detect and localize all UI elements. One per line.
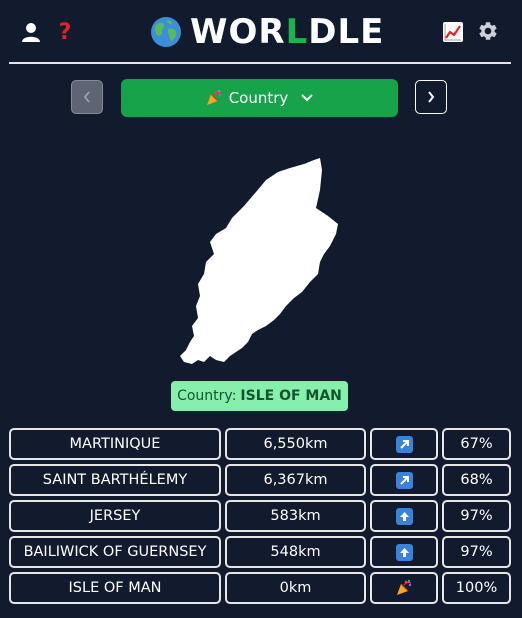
guess-row: MARTINIQUE 6,550km 67%	[9, 428, 511, 464]
guess-direction	[370, 428, 438, 460]
guess-country: JERSEY	[9, 500, 221, 532]
guess-direction	[370, 464, 438, 496]
guess-country: ISLE OF MAN	[9, 572, 221, 604]
gear-icon[interactable]	[476, 19, 500, 43]
chevron-down-icon	[300, 93, 314, 103]
guess-distance: 6,550km	[225, 428, 366, 460]
guess-row: JERSEY 583km 97%	[9, 500, 511, 536]
header: ? WORLDLE	[0, 0, 522, 64]
party-popper-icon	[205, 89, 223, 107]
party-popper-icon	[395, 579, 413, 597]
guess-country: MARTINIQUE	[9, 428, 221, 460]
globe-icon	[150, 16, 182, 48]
country-silhouette	[170, 150, 350, 370]
north-east-arrow-icon	[396, 472, 413, 489]
guess-proximity: 97%	[442, 500, 511, 532]
guess-direction	[370, 500, 438, 532]
game-type-label: Country	[229, 89, 289, 107]
guess-country: BAILIWICK OF GUERNSEY	[9, 536, 221, 568]
guess-proximity: 97%	[442, 536, 511, 568]
north-east-arrow-icon	[396, 436, 413, 453]
help-icon[interactable]: ?	[54, 18, 76, 46]
previous-game-button[interactable]	[71, 80, 103, 114]
guess-distance: 548km	[225, 536, 366, 568]
guess-distance: 583km	[225, 500, 366, 532]
header-divider	[9, 62, 511, 64]
guess-direction	[370, 536, 438, 568]
guess-proximity: 67%	[442, 428, 511, 460]
answer-badge: Country: ISLE OF MAN	[171, 381, 348, 411]
answer-prefix: Country:	[177, 388, 236, 404]
guess-distance: 6,367km	[225, 464, 366, 496]
guess-proximity: 68%	[442, 464, 511, 496]
guess-table: MARTINIQUE 6,550km 67% SAINT BARTHÉLEMY …	[9, 428, 511, 608]
guess-distance: 0km	[225, 572, 366, 604]
guess-row: ISLE OF MAN 0km 100%	[9, 572, 511, 608]
guess-direction	[370, 572, 438, 604]
guess-row: BAILIWICK OF GUERNSEY 548km 97%	[9, 536, 511, 572]
answer-value: ISLE OF MAN	[240, 388, 341, 404]
guess-proximity: 100%	[442, 572, 511, 604]
guess-row: SAINT BARTHÉLEMY 6,367km 68%	[9, 464, 511, 500]
guess-country: SAINT BARTHÉLEMY	[9, 464, 221, 496]
logo: WORLDLE	[150, 12, 384, 52]
north-arrow-icon	[396, 544, 413, 561]
next-game-button[interactable]	[415, 80, 447, 114]
user-icon[interactable]	[19, 20, 43, 44]
chevron-right-icon	[426, 90, 436, 104]
stats-icon[interactable]	[441, 20, 465, 44]
game-type-dropdown[interactable]: Country	[121, 79, 398, 117]
chevron-left-icon	[82, 90, 92, 104]
north-arrow-icon	[396, 508, 413, 525]
app-title: WORLDLE	[190, 12, 384, 52]
